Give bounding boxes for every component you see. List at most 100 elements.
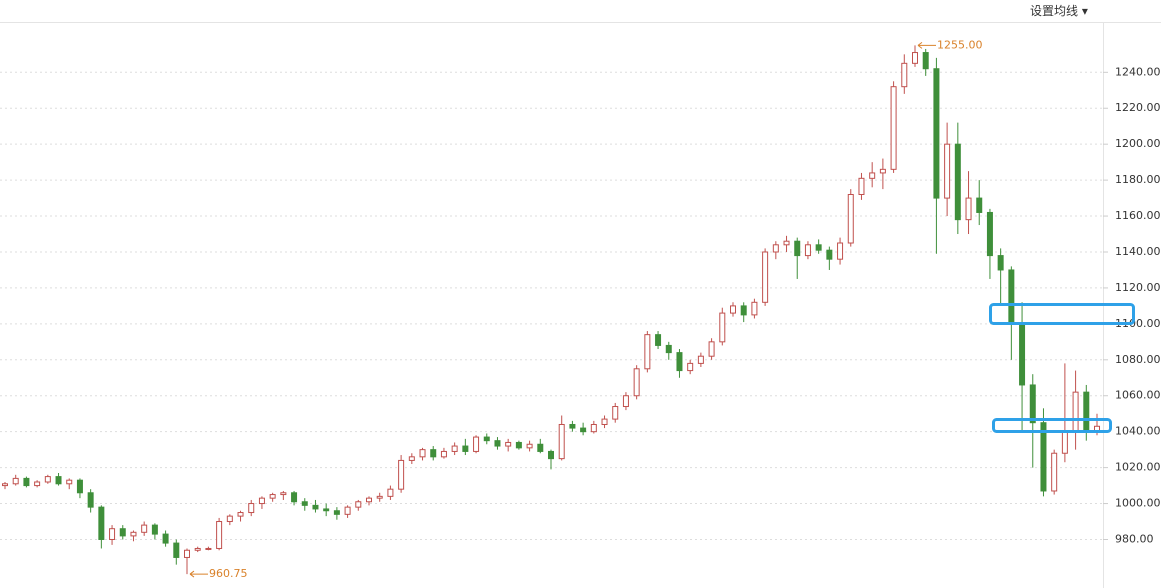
candle-body xyxy=(622,395,629,408)
candle-body xyxy=(130,531,137,537)
candle-body xyxy=(858,177,865,195)
candle-body xyxy=(815,244,822,251)
candle-body xyxy=(762,251,769,303)
y-tick-label: 1120.00 xyxy=(1115,281,1161,294)
candle-body xyxy=(719,312,726,343)
candle-body xyxy=(248,503,255,514)
candle-body xyxy=(890,86,897,170)
candle-body xyxy=(387,488,394,497)
candle-body xyxy=(986,211,993,257)
candle-body xyxy=(612,406,619,420)
candle-body xyxy=(462,445,469,452)
candle-body xyxy=(505,441,512,447)
candle-body xyxy=(237,512,244,517)
candle-body xyxy=(644,334,651,370)
candle-body xyxy=(119,528,126,537)
y-tick-label: 1180.00 xyxy=(1115,173,1161,186)
candle-body xyxy=(398,459,405,490)
candle-body xyxy=(580,427,587,433)
candle-body xyxy=(34,481,41,487)
candle-body xyxy=(258,497,265,505)
candle-body xyxy=(751,301,758,316)
y-tick-label: 1060.00 xyxy=(1115,389,1161,402)
candle-body xyxy=(76,479,83,494)
candle-body xyxy=(366,497,372,503)
candle-body xyxy=(312,504,319,510)
candle-body xyxy=(976,197,983,213)
candle-body xyxy=(109,528,116,540)
candle-body xyxy=(1051,452,1058,492)
y-tick-label: 1140.00 xyxy=(1115,245,1161,258)
candle-body xyxy=(344,506,351,515)
y-tick-label: 1160.00 xyxy=(1115,209,1161,222)
candle-body xyxy=(730,305,736,314)
candle-body xyxy=(323,508,330,512)
candle-body xyxy=(869,172,876,179)
candle-body xyxy=(954,143,961,221)
candle-body xyxy=(997,255,1004,271)
y-tick-label: 1100.00 xyxy=(1115,317,1161,330)
candle-body xyxy=(804,244,811,257)
candle-body xyxy=(837,242,844,260)
candle-body xyxy=(291,492,298,503)
y-tick-label: 1040.00 xyxy=(1115,425,1161,438)
candle-body xyxy=(1061,431,1068,454)
candle-body xyxy=(473,436,480,452)
candle-body xyxy=(1072,391,1079,433)
candle-body xyxy=(569,423,576,429)
candle-body xyxy=(226,515,233,523)
candle-body xyxy=(440,450,447,458)
candle-body xyxy=(280,492,287,496)
candle-body xyxy=(740,305,747,316)
candle-body xyxy=(173,542,180,558)
candle-body xyxy=(483,436,490,442)
candle-body xyxy=(826,249,833,260)
candle-body xyxy=(216,521,223,549)
candle-body xyxy=(676,352,683,372)
candle-body xyxy=(494,440,501,447)
candle-body xyxy=(515,441,522,449)
candle-body xyxy=(141,524,148,533)
candle-body xyxy=(772,244,779,253)
candle-body xyxy=(419,449,426,458)
candle-body xyxy=(933,68,940,199)
highlight-box xyxy=(992,418,1112,433)
candle-body xyxy=(66,479,73,485)
candle-body xyxy=(87,492,94,508)
candle-body xyxy=(633,368,640,397)
candle-body xyxy=(1029,384,1036,424)
candle-body xyxy=(1019,323,1026,386)
candle-body xyxy=(451,445,458,452)
candle-body xyxy=(184,549,190,558)
candle-body xyxy=(794,240,801,257)
candle-body xyxy=(301,501,308,506)
candle-body xyxy=(558,423,565,460)
candle-body xyxy=(12,477,19,485)
candle-body xyxy=(944,143,951,199)
candle-body xyxy=(151,524,158,535)
annotation-arrow xyxy=(189,570,208,578)
candle-body xyxy=(376,495,383,499)
candle-body xyxy=(205,547,212,550)
candle-body xyxy=(965,197,972,221)
candle-body xyxy=(1083,391,1090,433)
candle-body xyxy=(783,240,790,246)
candle-body xyxy=(194,547,201,551)
candle-body xyxy=(665,344,672,354)
y-tick-label: 1240.00 xyxy=(1115,65,1161,78)
candle-body xyxy=(655,334,662,346)
candle-body xyxy=(912,52,918,64)
candle-body xyxy=(537,443,544,452)
plot: 980.00 1000.00 1020.00 1040.00 1060.00 1080.0… xyxy=(0,38,1161,580)
candle-body xyxy=(526,443,533,449)
candle-body xyxy=(355,501,362,508)
annotation-label: 960.75 xyxy=(209,567,248,580)
candle-body xyxy=(2,483,8,487)
candle-body xyxy=(548,450,554,460)
ma-settings-menu[interactable]: 设置均线 ▾ xyxy=(1030,4,1088,18)
candle-body xyxy=(55,476,62,485)
candle-body xyxy=(922,52,929,70)
candle-body xyxy=(98,506,105,540)
